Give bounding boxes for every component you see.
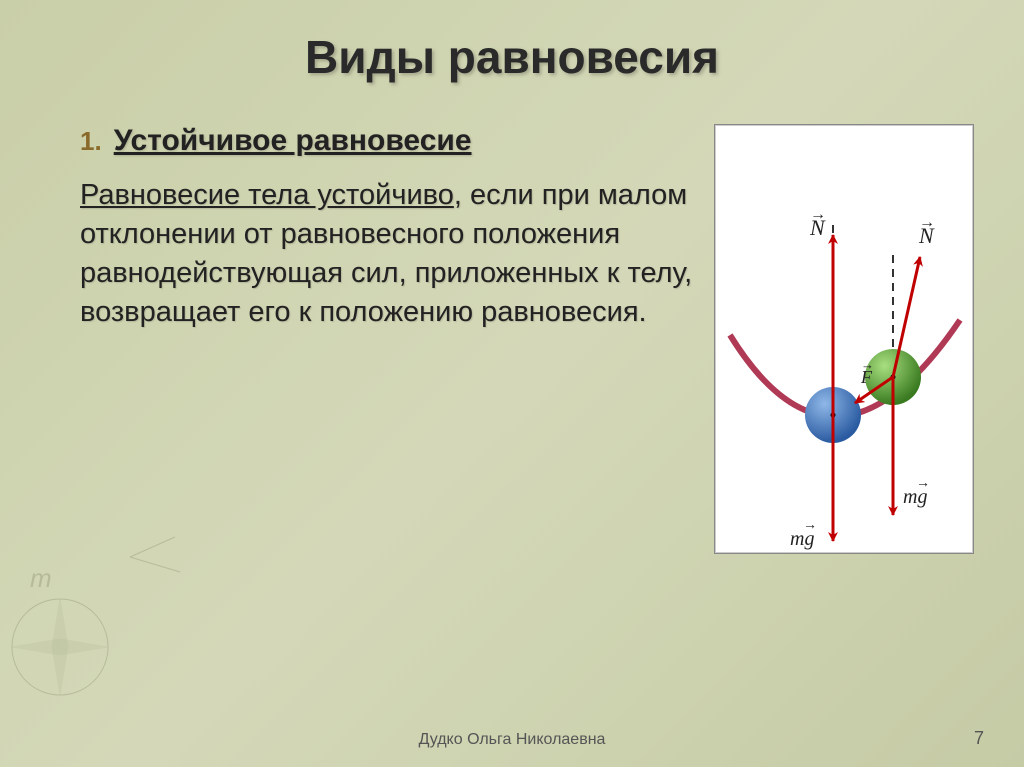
text-column: 1. Устойчивое равновесие Равновесие тела… <box>50 124 694 333</box>
label-N-blue-arrow: → <box>810 206 826 223</box>
content-row: 1. Устойчивое равновесие Равновесие тела… <box>50 124 974 554</box>
equilibrium-diagram: N → N → F → mg → mg → <box>714 124 974 554</box>
label-mg-blue-arrow: → <box>803 518 817 533</box>
slide-title: Виды равновесия <box>50 30 974 84</box>
svg-text:m: m <box>30 563 52 593</box>
subheading: Устойчивое равновесие <box>114 124 472 158</box>
label-mg-green-arrow: → <box>916 476 930 491</box>
subheading-row: 1. Устойчивое равновесие <box>80 124 694 158</box>
body-lead: Равновесие тела устойчиво <box>80 179 454 211</box>
label-F-arrow: → <box>861 357 874 372</box>
page-number: 7 <box>974 728 984 749</box>
diagram-svg: N → N → F → mg → mg → <box>715 125 975 555</box>
footer-author: Дудко Ольга Николаевна <box>0 731 1024 749</box>
compass-watermark: m <box>10 527 190 707</box>
list-number: 1. <box>80 126 102 157</box>
body-paragraph: Равновесие тела устойчиво, если при мало… <box>80 176 694 333</box>
label-N-green-arrow: → <box>919 214 935 231</box>
